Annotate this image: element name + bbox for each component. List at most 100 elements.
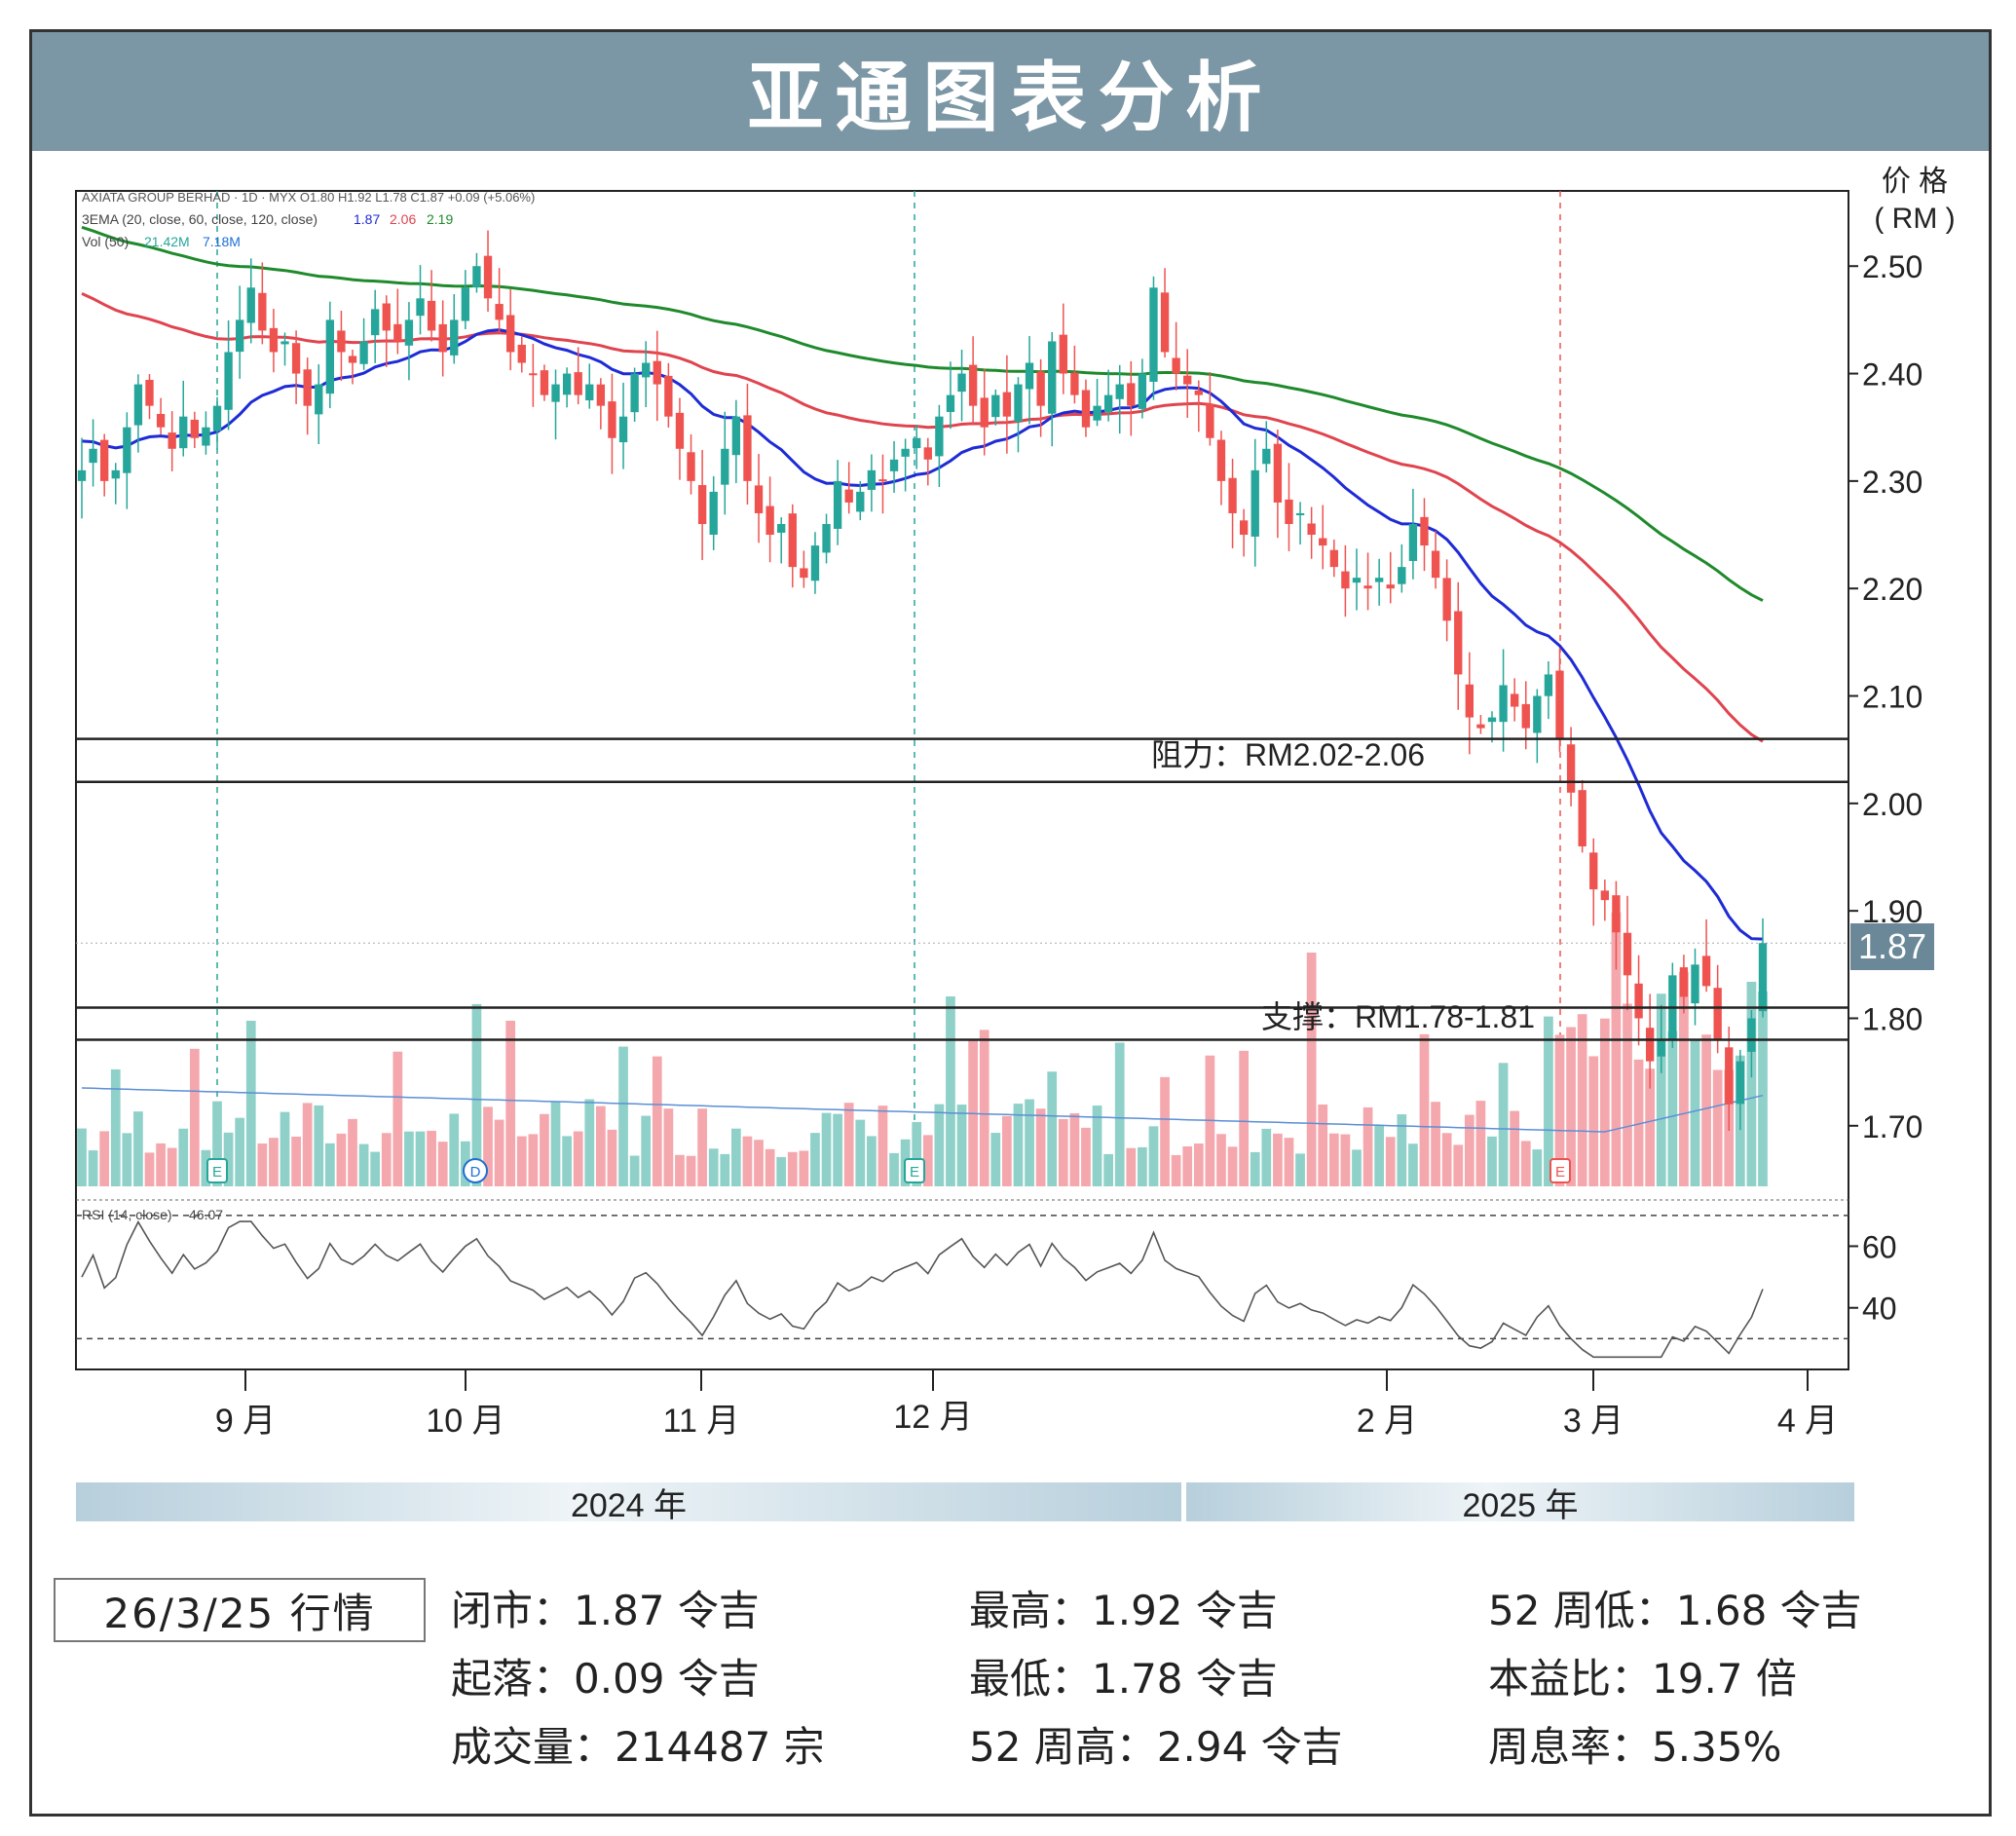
candle bbox=[1589, 838, 1598, 926]
volume-bar bbox=[88, 1150, 98, 1186]
candle bbox=[133, 374, 143, 453]
volume-bar bbox=[1419, 1033, 1430, 1186]
candle bbox=[1002, 355, 1012, 454]
candle-body bbox=[224, 352, 233, 410]
candle bbox=[1442, 559, 1451, 642]
candle-body bbox=[1487, 717, 1497, 723]
volume-bar bbox=[1114, 1042, 1125, 1186]
candle-body bbox=[529, 373, 538, 376]
candle bbox=[1194, 380, 1203, 432]
candle bbox=[878, 454, 887, 514]
candle bbox=[1701, 918, 1711, 993]
volume-bar bbox=[437, 1142, 448, 1186]
candle bbox=[438, 300, 447, 377]
volume-bar bbox=[979, 1030, 989, 1186]
volume-bar bbox=[1498, 1063, 1509, 1186]
candle bbox=[833, 460, 842, 545]
candle-body bbox=[980, 397, 989, 428]
volume-bar bbox=[1295, 1153, 1305, 1186]
candle-body bbox=[675, 412, 685, 449]
candle-body bbox=[630, 373, 639, 413]
candle-body bbox=[1093, 405, 1101, 421]
candle-body bbox=[145, 380, 154, 406]
stat-52w-high: 52 周高：2.94 令吉 bbox=[969, 1723, 1343, 1771]
candle bbox=[224, 319, 233, 431]
candle bbox=[743, 383, 752, 505]
rsi-line bbox=[81, 1219, 1764, 1359]
candle bbox=[1612, 881, 1621, 970]
candle bbox=[1679, 955, 1689, 1014]
candle bbox=[1386, 551, 1395, 604]
volume-bar bbox=[1588, 1056, 1599, 1186]
volume-bar bbox=[708, 1148, 719, 1186]
volume-bar bbox=[1182, 1145, 1193, 1186]
title-banner: 亚通图表分析 bbox=[32, 32, 1989, 151]
candle bbox=[697, 449, 707, 560]
volume-bar bbox=[867, 1136, 877, 1186]
legend-rsi-value: 46.07 bbox=[189, 1207, 223, 1222]
candle-body bbox=[190, 419, 200, 438]
candle-body bbox=[1002, 392, 1012, 417]
volume-bar bbox=[1577, 1014, 1587, 1186]
event-marker-e3: E bbox=[1549, 1158, 1571, 1183]
candle bbox=[1736, 1049, 1745, 1131]
candle-body bbox=[697, 485, 707, 524]
candle bbox=[618, 382, 628, 469]
candle-body bbox=[123, 427, 131, 473]
candle-body bbox=[416, 298, 425, 317]
volume-bar bbox=[302, 1103, 313, 1186]
candle-body bbox=[1499, 685, 1508, 723]
candle-body bbox=[731, 416, 741, 456]
volume-bar bbox=[1431, 1102, 1440, 1186]
volume-bar bbox=[133, 1111, 143, 1186]
volume-bar bbox=[1025, 1099, 1034, 1186]
candle bbox=[303, 357, 312, 435]
volume-bar bbox=[336, 1133, 347, 1186]
candle bbox=[202, 411, 210, 455]
volume-bar bbox=[381, 1133, 392, 1186]
candle-body bbox=[1725, 1047, 1734, 1105]
candle bbox=[777, 517, 786, 564]
candle-body bbox=[968, 364, 978, 406]
candle-body bbox=[878, 479, 887, 482]
candle bbox=[664, 362, 673, 428]
candle bbox=[495, 268, 504, 333]
event-marker-e3-label: E bbox=[1555, 1164, 1565, 1180]
candle bbox=[212, 396, 222, 450]
volume-bar bbox=[178, 1128, 189, 1186]
candle-body bbox=[551, 384, 560, 402]
candle-body bbox=[1183, 375, 1192, 385]
candle bbox=[1048, 331, 1057, 447]
candle-body bbox=[653, 360, 661, 385]
volume-bar bbox=[990, 1133, 1001, 1186]
volume-bar bbox=[889, 1152, 899, 1186]
candle bbox=[1600, 880, 1609, 921]
candle-body bbox=[1295, 512, 1305, 515]
candle-body bbox=[348, 356, 357, 363]
candle-body bbox=[472, 266, 481, 287]
legend-rsi-label: RSI (14, close) bbox=[82, 1207, 172, 1222]
legend-ema60-value: 2.06 bbox=[390, 211, 416, 227]
candle-body bbox=[1747, 1018, 1756, 1052]
volume-bar bbox=[223, 1132, 234, 1186]
candle-body bbox=[540, 370, 549, 395]
volume-bar bbox=[471, 1003, 482, 1186]
candle-body bbox=[721, 448, 729, 485]
event-marker-e1: E bbox=[206, 1158, 228, 1183]
volume-bar bbox=[584, 1099, 595, 1186]
candle-body bbox=[506, 315, 515, 353]
volume-bar bbox=[110, 1068, 121, 1186]
candle bbox=[1623, 895, 1632, 1011]
candle bbox=[1668, 962, 1677, 1048]
volume-bar bbox=[1193, 1143, 1204, 1186]
volume-bar bbox=[1667, 1030, 1678, 1186]
stat-close: 闭市：1.87 令吉 bbox=[451, 1587, 760, 1634]
candle-body bbox=[280, 341, 289, 345]
candle bbox=[946, 361, 955, 430]
stat-high: 最高：1.92 令吉 bbox=[969, 1587, 1278, 1634]
volume-bar bbox=[1035, 1108, 1046, 1186]
candle-body bbox=[1645, 1028, 1655, 1062]
candle-body bbox=[1758, 943, 1768, 1012]
volume-bar bbox=[595, 1105, 606, 1186]
